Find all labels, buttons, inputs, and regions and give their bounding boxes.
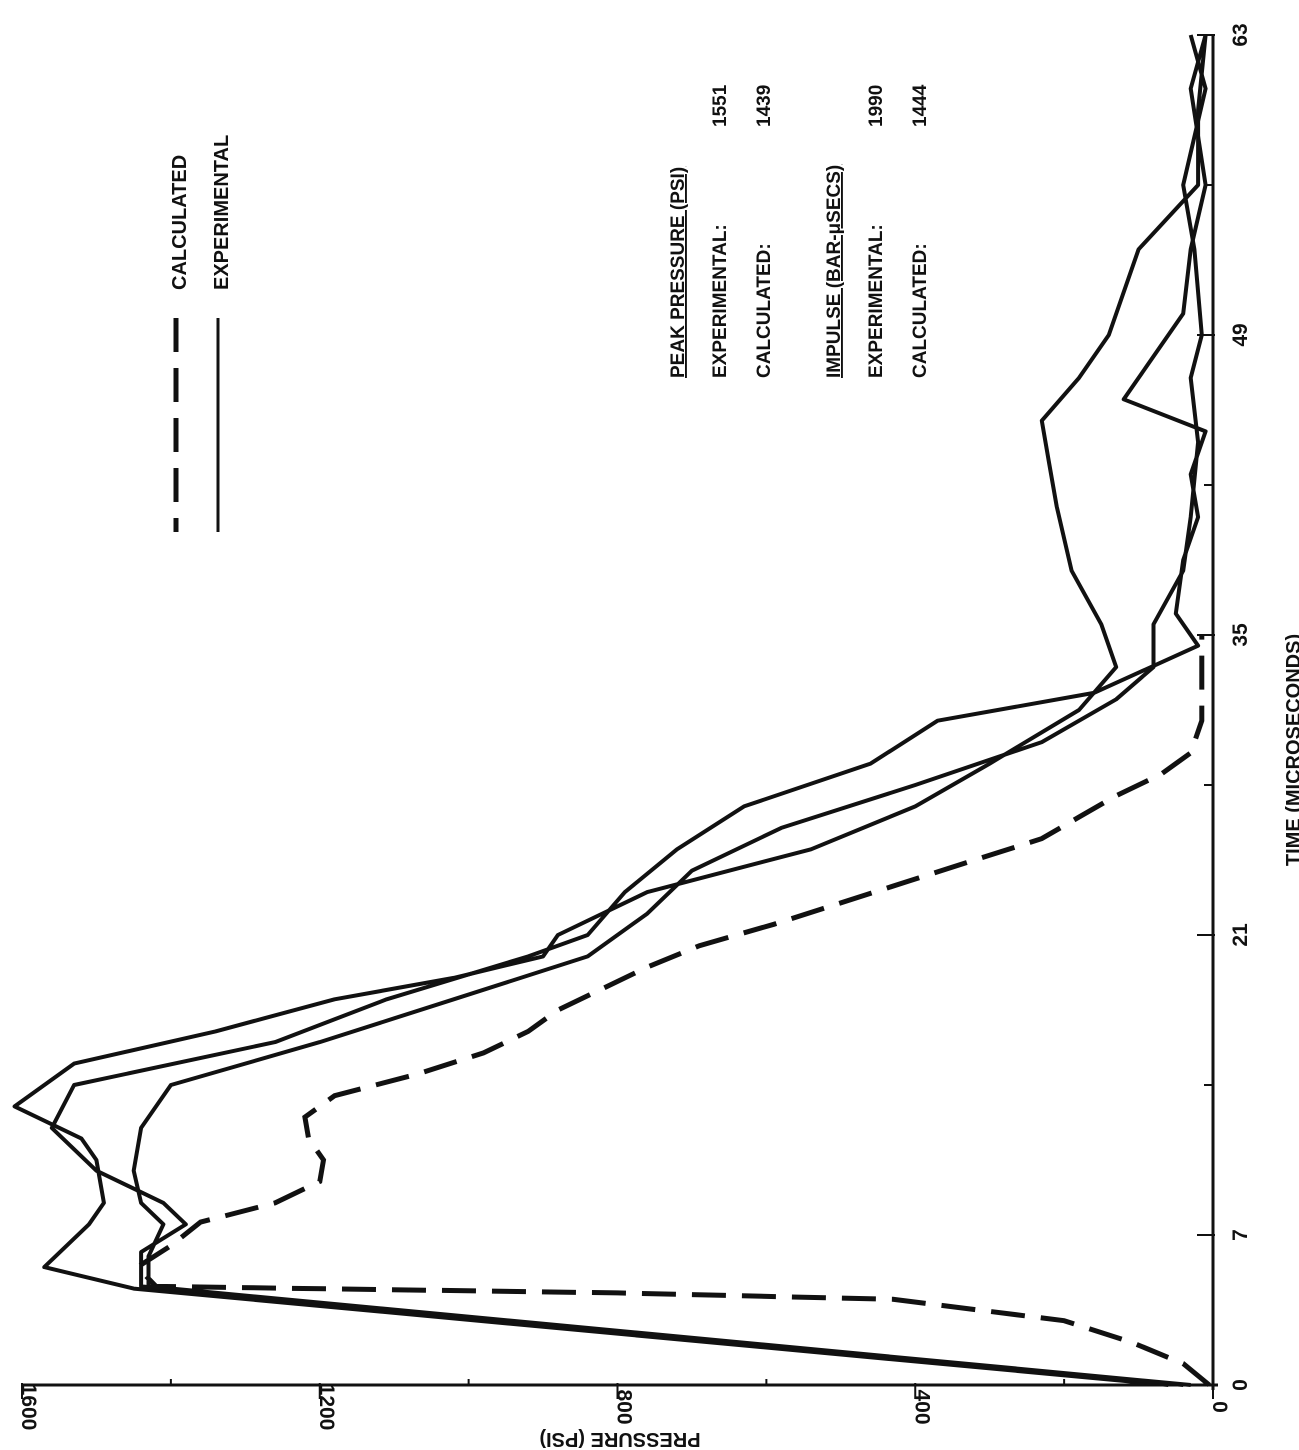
tick-labels: 0 7 21 35 49 63 0 400 800 1200 1600 [17, 23, 1252, 1430]
impulse-exp-label: EXPERIMENTAL: [866, 224, 887, 378]
x-axis-title: TIME (MICROSECONDS) [1283, 634, 1299, 866]
y-tick-label-1600: 1600 [17, 1384, 40, 1431]
experimental-series-line-2 [49, 34, 1208, 1387]
y-tick-label-1200: 1200 [315, 1384, 338, 1431]
y-axis-title: PRESSURE (PSI) [539, 1428, 700, 1450]
x-tick-label-49: 49 [1229, 323, 1252, 346]
impulse-heading: IMPULSE (BAR-μSECS) [824, 165, 845, 378]
legend: CALCULATED EXPERIMENTAL [169, 135, 233, 532]
impulse-calc-value: 1444 [910, 84, 931, 127]
x-tick-label-63: 63 [1229, 23, 1252, 46]
impulse-annotation: IMPULSE (BAR-μSECS) EXPERIMENTAL: 1990 C… [824, 84, 931, 378]
peak-pressure-annotation: PEAK PRESSURE (PSI) EXPERIMENTAL: 1551 C… [668, 84, 775, 378]
x-tick-label-7: 7 [1229, 1229, 1252, 1241]
y-tick-label-800: 800 [613, 1389, 636, 1424]
x-tick-label-0: 0 [1229, 1379, 1252, 1391]
x-tick-label-21: 21 [1229, 923, 1252, 947]
peak-pressure-calc-label: CALCULATED: [754, 243, 775, 378]
x-tick-label-35: 35 [1229, 623, 1252, 647]
legend-label-experimental: EXPERIMENTAL [211, 135, 233, 290]
peak-pressure-exp-value: 1551 [710, 84, 731, 127]
legend-label-calculated: CALCULATED [169, 155, 191, 290]
axes [22, 35, 1218, 1390]
y-tick-label-400: 400 [910, 1389, 933, 1424]
experimental-series-line-3 [131, 34, 1208, 1387]
series-layer [12, 34, 1211, 1387]
ticks [21, 34, 1215, 1399]
peak-pressure-heading: PEAK PRESSURE (PSI) [668, 167, 689, 378]
y-tick-label-0: 0 [1208, 1401, 1231, 1413]
calculated-series-line [133, 635, 1211, 1387]
impulse-exp-value: 1990 [866, 85, 887, 127]
peak-pressure-exp-label: EXPERIMENTAL: [710, 224, 731, 378]
experimental-series-line-1 [12, 34, 1208, 1387]
impulse-calc-label: CALCULATED: [910, 243, 931, 378]
peak-pressure-calc-value: 1439 [754, 85, 775, 127]
